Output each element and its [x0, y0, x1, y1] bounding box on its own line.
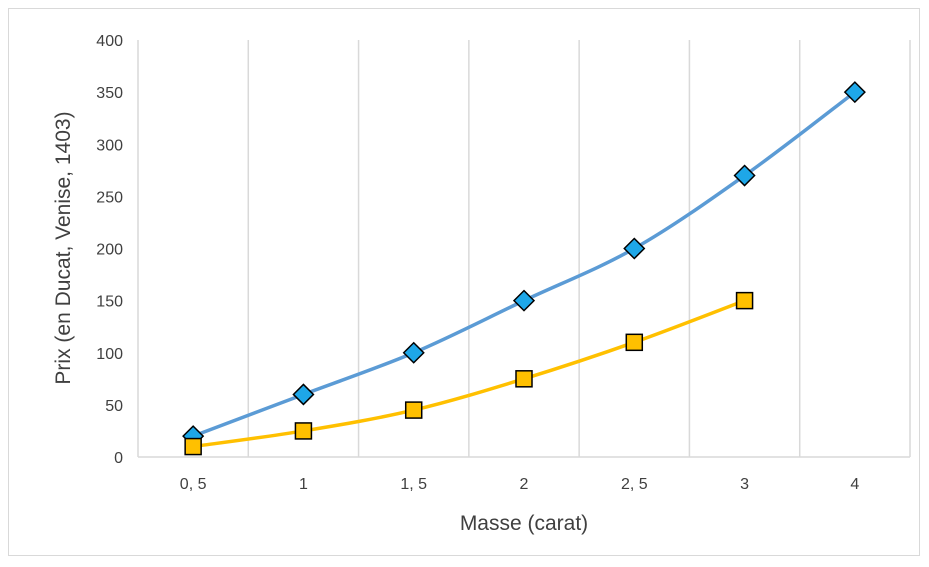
series-2-point [737, 293, 753, 309]
y-tick-label: 300 [96, 137, 123, 154]
series-markers [183, 82, 865, 454]
series-2-point [295, 423, 311, 439]
y-axis-title: Prix (en Ducat, Venise, 1403) [52, 111, 75, 384]
x-tick-label: 1 [299, 476, 308, 493]
x-tick-label: 3 [740, 476, 749, 493]
series-2-point [516, 371, 532, 387]
y-tick-label: 0 [114, 450, 123, 467]
series-1-point [514, 291, 534, 311]
y-tick-label: 400 [96, 33, 123, 50]
series-lines [193, 92, 855, 446]
series-2-point [406, 402, 422, 418]
x-tick-label: 2, 5 [621, 476, 648, 493]
x-tick-labels: 0, 5 1 1, 5 2 2, 5 3 4 [180, 476, 860, 493]
x-tick-label: 4 [850, 476, 859, 493]
x-tick-label: 2 [520, 476, 529, 493]
series-1-point [293, 384, 313, 404]
series-1-point [624, 239, 644, 259]
series-2-point [185, 439, 201, 455]
y-tick-label: 250 [96, 189, 123, 206]
y-tick-label: 350 [96, 85, 123, 102]
x-tick-label: 1, 5 [400, 476, 427, 493]
y-tick-label: 150 [96, 294, 123, 311]
gridlines [138, 40, 910, 457]
x-axis-title: Masse (carat) [460, 512, 588, 535]
y-tick-label: 50 [105, 398, 123, 415]
x-tick-label: 0, 5 [180, 476, 207, 493]
series-1-point [404, 343, 424, 363]
y-tick-label: 100 [96, 346, 123, 363]
series-2-point [626, 334, 642, 350]
y-tick-label: 200 [96, 242, 123, 259]
y-tick-labels: 0 50 100 150 200 250 300 350 400 [96, 33, 123, 467]
